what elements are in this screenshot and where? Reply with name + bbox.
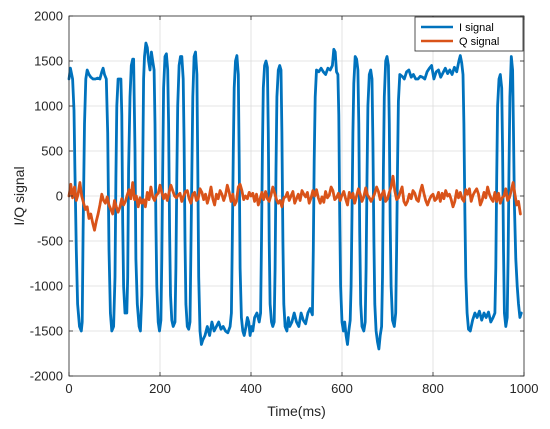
y-tick-label: 0 (56, 189, 63, 204)
x-tick-label: 600 (331, 381, 353, 396)
series-layer (67, 41, 523, 351)
y-tick-label: 1500 (34, 54, 63, 69)
y-tick-label: -500 (37, 234, 63, 249)
legend-label-q-signal: Q signal (459, 36, 499, 48)
x-tick-label: 0 (65, 381, 72, 396)
series-line-q-signal (67, 174, 522, 232)
y-tick-label: -1500 (30, 324, 63, 339)
x-tick-label: 1000 (510, 381, 539, 396)
legend: I signal Q signal (414, 16, 524, 52)
y-tick-labels: -2000 -1500 -1000 -500 0 500 1000 1500 2000 (30, 9, 63, 384)
ticks (68, 15, 525, 377)
series-line-i-signal (67, 41, 523, 351)
y-axis-label: I/Q signal (11, 166, 27, 225)
x-tick-labels: 0 200 400 600 800 1000 (65, 381, 538, 396)
x-tick-label: 400 (240, 381, 262, 396)
legend-label-i-signal: I signal (459, 22, 494, 34)
y-tick-label: 1000 (34, 99, 63, 114)
x-tick-label: 800 (422, 381, 444, 396)
y-tick-label: -1000 (30, 279, 63, 294)
x-tick-label: 200 (149, 381, 171, 396)
x-axis-label: Time(ms) (267, 403, 326, 419)
y-tick-label: 500 (41, 144, 63, 159)
y-tick-label: 2000 (34, 9, 63, 24)
y-tick-label: -2000 (30, 369, 63, 384)
legend-box (414, 16, 524, 52)
